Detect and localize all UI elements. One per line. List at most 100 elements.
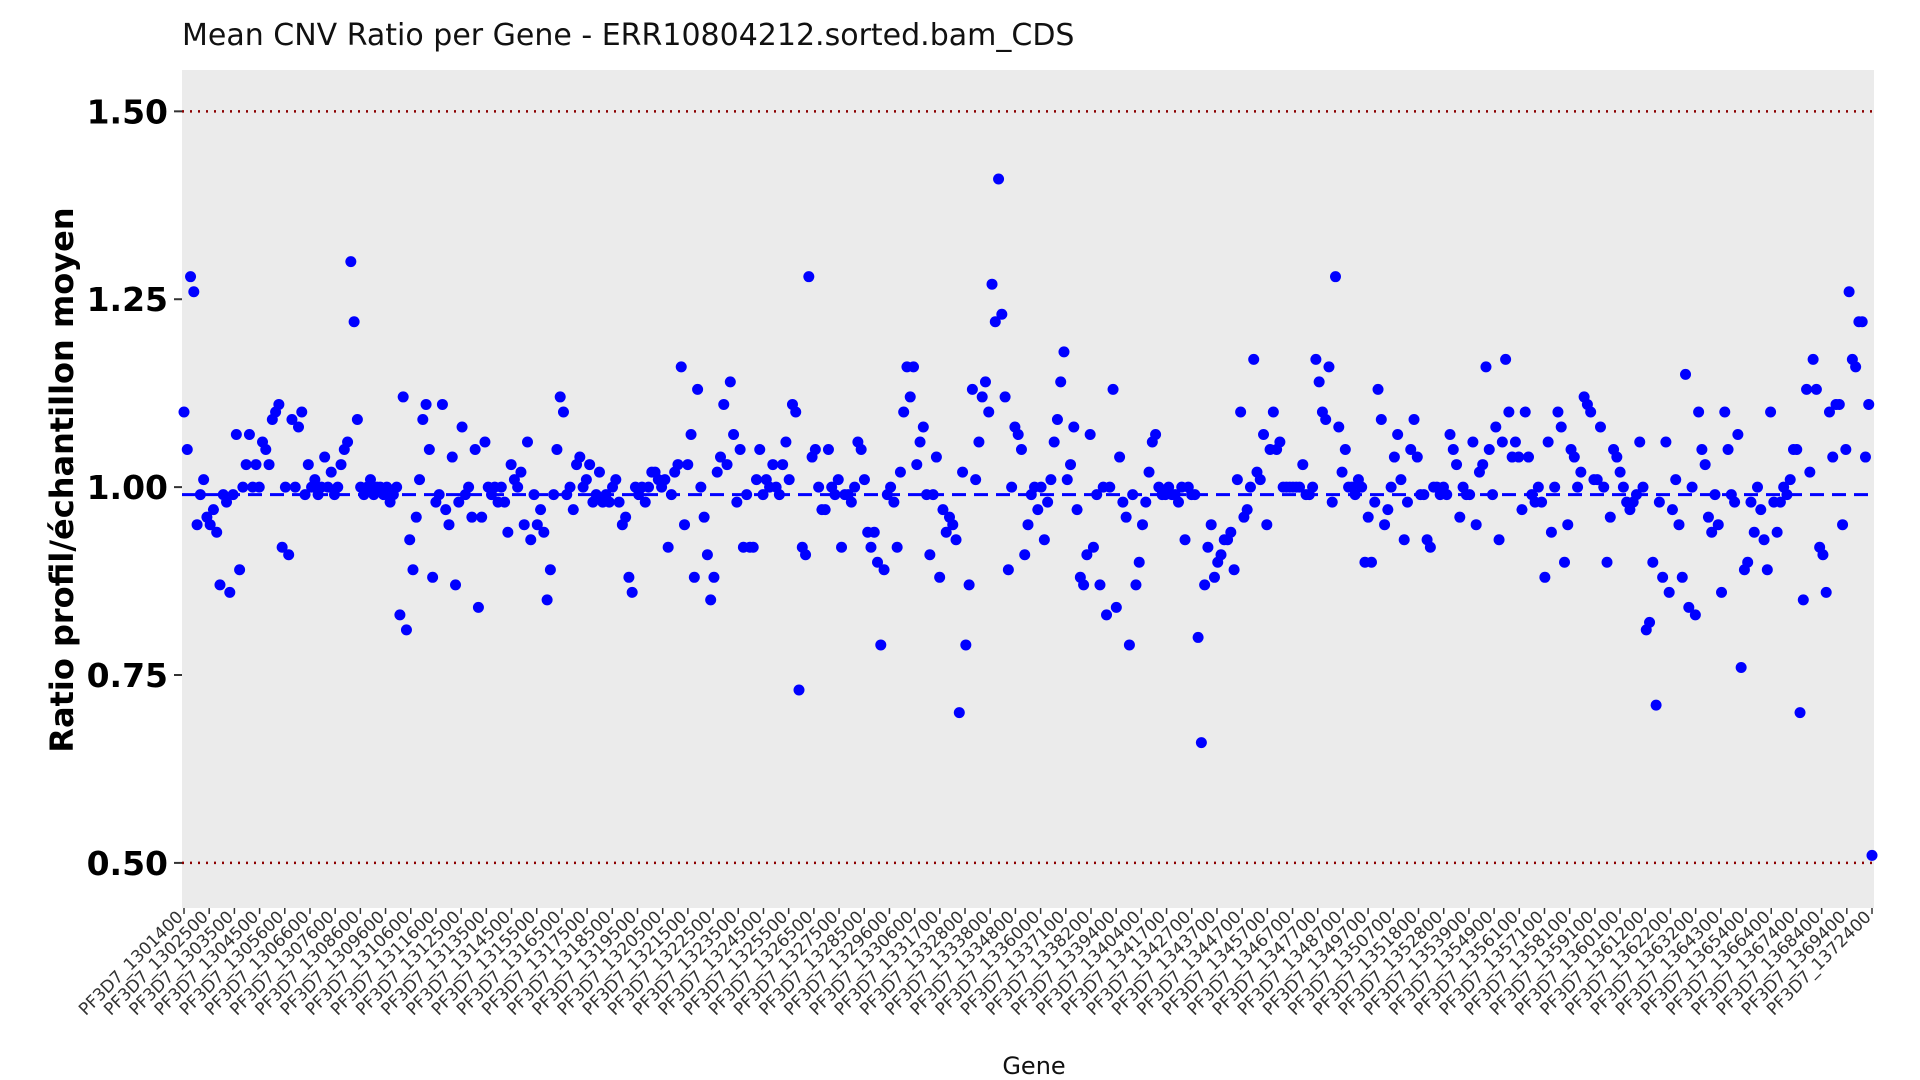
data-point <box>1179 534 1191 546</box>
data-point <box>1810 383 1822 395</box>
data-point <box>1120 511 1132 523</box>
data-point <box>1483 444 1495 456</box>
data-point <box>773 489 785 501</box>
data-point <box>1385 481 1397 493</box>
data-point <box>1866 849 1878 861</box>
data-point <box>1372 383 1384 395</box>
x-axis-ticks: PF3D7_1301400PF3D7_1302500PF3D7_1303500P… <box>75 907 1875 1019</box>
data-point <box>1653 496 1665 508</box>
data-point <box>1719 406 1731 418</box>
data-point <box>1042 496 1054 508</box>
data-point <box>1513 451 1525 463</box>
data-point <box>1742 556 1754 568</box>
data-point <box>538 526 550 538</box>
data-point <box>204 519 216 531</box>
data-point <box>414 474 426 486</box>
data-point <box>234 564 246 576</box>
data-point <box>417 413 429 425</box>
data-point <box>1258 429 1270 441</box>
data-point <box>1850 361 1862 373</box>
data-point <box>1068 421 1080 433</box>
data-point <box>1794 707 1806 719</box>
data-point <box>1545 526 1557 538</box>
data-point <box>335 459 347 471</box>
data-point <box>1559 556 1570 568</box>
data-point <box>1205 519 1217 531</box>
data-point <box>950 534 962 546</box>
data-point <box>1202 541 1214 553</box>
data-point <box>224 586 236 598</box>
data-point <box>832 474 844 486</box>
data-point <box>777 459 789 471</box>
data-point <box>1666 504 1678 516</box>
data-point <box>528 489 540 501</box>
data-point <box>322 481 334 493</box>
data-point <box>1267 406 1279 418</box>
data-point <box>718 398 730 410</box>
data-point <box>198 474 210 486</box>
data-point <box>662 541 674 553</box>
data-point <box>279 481 291 493</box>
data-point <box>515 466 527 478</box>
data-point <box>1748 526 1760 538</box>
data-point <box>407 564 419 576</box>
data-point <box>1644 616 1656 628</box>
data-point <box>1732 429 1744 441</box>
data-point <box>499 496 511 508</box>
data-point <box>1035 481 1047 493</box>
data-point <box>1411 451 1423 463</box>
data-point <box>790 406 802 418</box>
data-point <box>243 429 255 441</box>
data-point <box>688 571 700 583</box>
data-point <box>898 406 910 418</box>
data-point <box>1349 489 1361 501</box>
data-point <box>800 549 812 561</box>
data-point <box>845 496 857 508</box>
data-point <box>705 594 717 606</box>
data-point <box>1441 489 1453 501</box>
data-point <box>554 391 566 403</box>
data-point <box>940 526 952 538</box>
data-point <box>701 549 713 561</box>
data-point <box>639 496 651 508</box>
data-point <box>937 504 949 516</box>
data-point <box>1487 489 1499 501</box>
data-point <box>1107 383 1119 395</box>
data-point <box>1735 662 1747 673</box>
data-point <box>1094 579 1106 591</box>
y-tick-label: 0.75 <box>87 656 168 695</box>
data-point <box>917 421 929 433</box>
data-point <box>894 466 906 478</box>
data-point <box>989 316 1001 328</box>
data-point <box>443 519 455 531</box>
data-point <box>263 459 275 471</box>
data-point <box>293 421 304 433</box>
data-point <box>1022 519 1034 531</box>
data-point <box>440 504 452 516</box>
data-point <box>1339 444 1351 456</box>
data-point <box>423 444 435 456</box>
data-point <box>685 429 697 441</box>
data-point <box>1032 504 1044 516</box>
data-point <box>698 511 710 523</box>
data-point <box>289 481 301 493</box>
data-point <box>996 308 1008 320</box>
data-point <box>1336 466 1348 478</box>
data-point <box>682 459 694 471</box>
data-point <box>191 519 203 531</box>
data-point <box>953 707 965 719</box>
y-tick-label: 1.25 <box>87 280 168 319</box>
data-point <box>221 496 233 508</box>
data-point <box>1833 398 1845 410</box>
data-point <box>1712 519 1724 531</box>
data-point <box>665 489 677 501</box>
data-point <box>754 444 766 456</box>
data-point <box>888 496 900 508</box>
data-point <box>1398 534 1410 546</box>
data-point <box>1084 429 1096 441</box>
data-point <box>757 489 769 501</box>
data-point <box>1130 579 1142 591</box>
data-point <box>1065 459 1077 471</box>
data-point <box>960 639 972 651</box>
